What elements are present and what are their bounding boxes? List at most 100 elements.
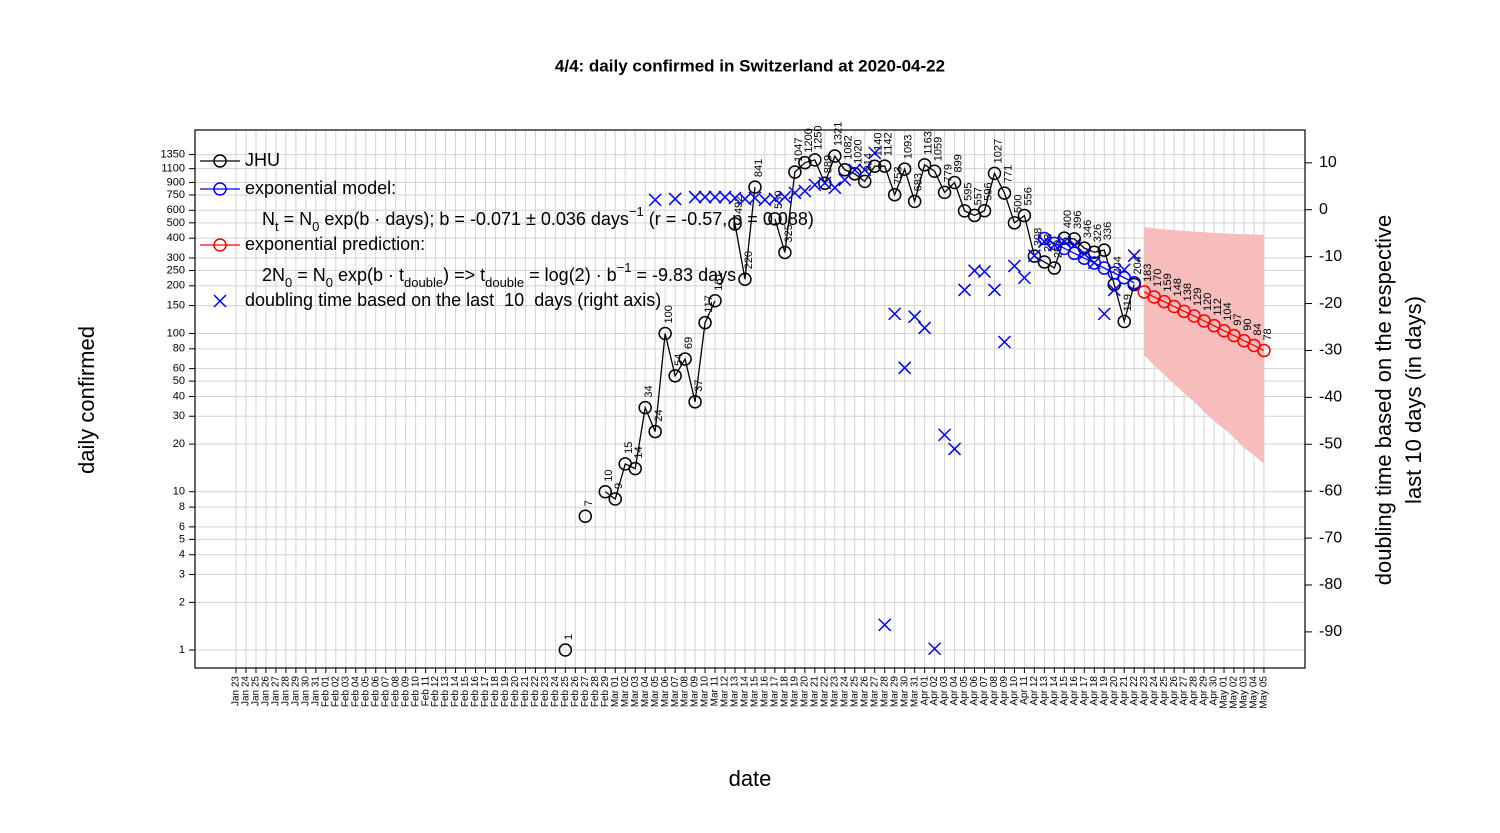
x-tick-label: Jan 25 (251, 676, 262, 706)
data-point (1097, 307, 1111, 321)
data-point (1097, 243, 1112, 257)
data-label: 400 (1062, 210, 1074, 228)
data-point (1067, 238, 1081, 252)
y-axis-label: daily confirmed (74, 326, 99, 474)
data-point (828, 181, 842, 195)
data-label: 1163 (923, 131, 935, 155)
data-label: 753 (893, 166, 905, 184)
data-point (928, 642, 942, 656)
data-label: 204 (1112, 256, 1124, 274)
x-tick-label: Apr 03 (939, 676, 950, 706)
legend-note-part: double (404, 275, 443, 290)
data-label: 1 (563, 634, 575, 640)
x-tick-label: May 05 (1259, 676, 1270, 709)
x-tick-label: Mar 14 (740, 676, 751, 708)
y-tick-label: 8 (179, 501, 185, 513)
data-label: 138 (1182, 283, 1194, 301)
y2-axis-label: doubling time based on the respective (1371, 215, 1396, 586)
data-point (858, 163, 872, 177)
y-tick-label: 6 (179, 521, 185, 533)
data-point (818, 176, 832, 190)
y-tick-label: 1350 (161, 148, 185, 160)
x-tick-label: Apr 07 (979, 676, 990, 706)
x-tick-label: Mar 31 (909, 676, 920, 708)
data-point (678, 352, 692, 366)
x-tick-label: Apr 18 (1089, 676, 1100, 706)
x-tick-label: Apr 12 (1029, 676, 1040, 706)
x-tick-label: Feb 15 (460, 676, 471, 708)
data-point (937, 185, 952, 200)
legend-note-part: −1 (617, 260, 632, 275)
x-tick-label: Mar 29 (889, 676, 900, 708)
data-label: 78 (1262, 328, 1274, 340)
x-tick-label: Jan 28 (281, 676, 292, 706)
x-tick-label: May 03 (1239, 676, 1250, 709)
x-tick-label: Feb 07 (380, 676, 391, 708)
x-tick-label: Feb 14 (450, 676, 461, 708)
y2-tick-label: -70 (1319, 529, 1342, 546)
x-tick-label: Apr 05 (959, 676, 970, 706)
data-point (1037, 235, 1051, 249)
data-point (977, 265, 992, 279)
data-label: 1093 (903, 135, 915, 159)
x-tick-label: Mar 22 (819, 676, 830, 708)
data-label: 336 (1102, 222, 1114, 240)
data-point (688, 395, 702, 409)
data-label: 183 (1142, 264, 1154, 282)
data-point (1087, 256, 1101, 270)
data-point (748, 180, 762, 194)
data-label: 899 (952, 154, 964, 172)
data-point (938, 428, 952, 442)
legend-label: exponential prediction: (245, 234, 425, 254)
x-tick-label: Mar 05 (650, 676, 661, 708)
data-label: 14 (633, 446, 645, 458)
data-point (947, 175, 962, 190)
y2-tick-label: -60 (1319, 482, 1342, 499)
x-tick-label: Apr 24 (1149, 676, 1160, 706)
x-tick-label: Mar 03 (630, 676, 641, 708)
y-tick-label: 5 (179, 533, 185, 545)
data-point (1117, 263, 1131, 277)
data-label: 841 (753, 159, 765, 177)
x-tick-label: Feb 22 (530, 676, 541, 708)
legend-note-part: (r = -0.57, p = 0.088) (644, 209, 814, 229)
x-tick-label: Mar 16 (760, 676, 771, 708)
data-point (628, 461, 642, 476)
x-tick-label: Feb 12 (430, 676, 441, 708)
x-tick-label: Apr 06 (969, 676, 980, 706)
x-tick-label: Feb 06 (370, 676, 381, 708)
data-label: 325 (783, 224, 795, 242)
y2-tick-label: 10 (1319, 154, 1337, 171)
x-tick-label: Apr 26 (1169, 676, 1180, 706)
x-tick-label: Mar 26 (859, 676, 870, 708)
data-point (1007, 259, 1021, 273)
data-label: 34 (643, 385, 655, 397)
data-label: 557 (972, 187, 984, 205)
y-tick-label: 1 (179, 644, 185, 656)
legend-note-part: 2N (262, 265, 285, 285)
data-point (958, 283, 972, 297)
x-tick-label: Apr 14 (1049, 676, 1060, 706)
data-label: 161 (713, 272, 725, 290)
y2-tick-label: 0 (1319, 201, 1328, 218)
data-label: 104 (1222, 302, 1234, 320)
x-tick-label: Mar 17 (770, 676, 781, 708)
data-point (1007, 216, 1022, 230)
x-tick-label: Mar 27 (869, 676, 880, 708)
x-tick-label: Jan 23 (231, 676, 242, 706)
x-tick-label: Jan 26 (261, 676, 272, 706)
legend-marker (213, 294, 227, 308)
data-point (808, 153, 822, 167)
data-label: 1082 (843, 135, 855, 159)
x-tick-label: Feb 01 (320, 676, 331, 708)
x-tick-label: Apr 27 (1179, 676, 1190, 706)
data-label: 112 (1212, 298, 1224, 316)
y-tick-label: 150 (167, 300, 185, 312)
data-point (798, 184, 812, 198)
x-tick-label: Mar 01 (610, 676, 621, 708)
data-point (1027, 249, 1041, 263)
data-label: 595 (962, 183, 974, 201)
data-point (917, 158, 932, 172)
x-tick-label: Feb 23 (540, 676, 551, 708)
x-tick-label: Feb 16 (470, 676, 481, 708)
